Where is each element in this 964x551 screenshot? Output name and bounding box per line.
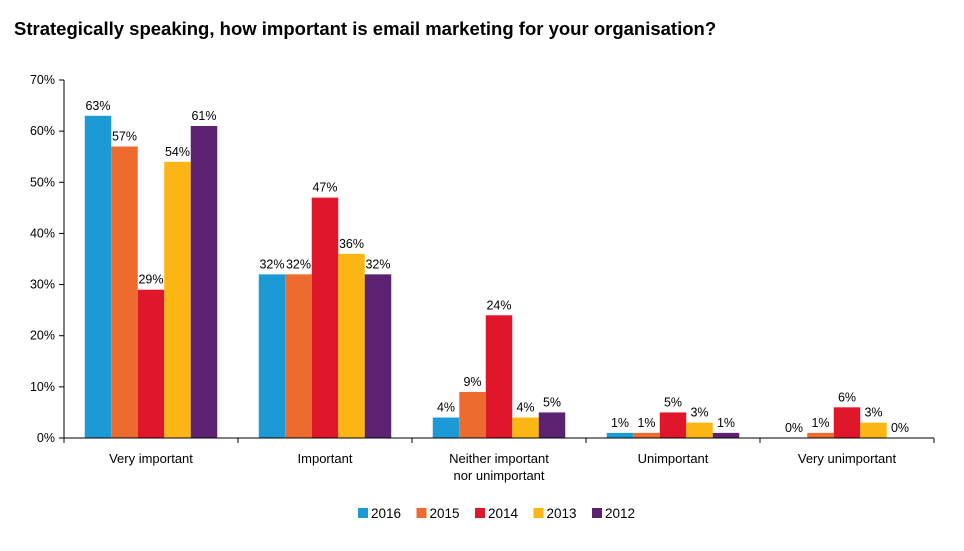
bar-value-label: 61% [191, 109, 216, 123]
bar-2015 [807, 432, 834, 438]
bar-value-label: 1% [811, 416, 829, 430]
y-tick-label: 10% [30, 380, 55, 394]
y-axis: 0% 10% 20% 30% 40% 50% 60% 70% [30, 73, 65, 445]
bar-2012 [190, 126, 218, 439]
bar-value-label: 63% [85, 99, 110, 113]
bar-value-label: 24% [486, 298, 511, 312]
bar-2012 [712, 432, 740, 438]
bar-value-label: 1% [637, 416, 655, 430]
category-label: nor unimportant [453, 468, 544, 483]
y-tick-label: 0% [37, 431, 55, 445]
y-tick-label: 50% [30, 175, 55, 189]
bar-value-label: 47% [312, 181, 337, 195]
bar-value-label: 29% [138, 273, 163, 287]
bars [84, 115, 887, 439]
category-label: Neither important [449, 451, 549, 466]
chart-title: Strategically speaking, how important is… [14, 18, 717, 39]
bar-2013 [338, 253, 365, 438]
bar-2013 [164, 161, 191, 439]
y-tick-label: 40% [30, 226, 55, 240]
bar-2015 [285, 274, 312, 438]
y-tick-label: 20% [30, 329, 55, 343]
bar-value-label: 57% [112, 129, 137, 143]
bar-2014 [137, 289, 165, 438]
bar-value-label: 6% [838, 390, 856, 404]
bar-value-label: 32% [365, 257, 390, 271]
legend-swatch-2014 [475, 508, 485, 518]
legend-label: 2016 [371, 506, 401, 521]
bar-2013 [512, 417, 539, 438]
category-label: Unimportant [638, 451, 709, 466]
legend-swatch-2016 [358, 508, 368, 518]
legend-label: 2013 [547, 506, 577, 521]
bar-value-label: 3% [690, 406, 708, 420]
bar-value-label: 0% [785, 421, 803, 435]
category-label: Very important [109, 451, 193, 466]
bar-2014 [485, 315, 513, 438]
category-label: Important [298, 451, 353, 466]
y-tick-label: 30% [30, 278, 55, 292]
bar-2015 [459, 391, 486, 438]
bar-2013 [860, 422, 887, 438]
bar-2012 [538, 412, 566, 438]
bar-value-label: 36% [339, 237, 364, 251]
bar-value-label: 5% [664, 395, 682, 409]
bar-2014 [833, 407, 861, 438]
bar-2016 [84, 115, 112, 439]
bar-value-label: 4% [437, 401, 455, 415]
bar-2016 [606, 432, 634, 438]
bar-value-label: 1% [717, 416, 735, 430]
legend-label: 2015 [430, 506, 460, 521]
legend-label: 2012 [605, 506, 635, 521]
legend: 2016 2015 2014 2013 2012 [358, 506, 635, 521]
y-tick-label: 70% [30, 73, 55, 87]
bar-2014 [659, 412, 687, 438]
category-label: Very unimportant [798, 451, 897, 466]
bar-2015 [111, 146, 138, 438]
bar-value-label: 1% [611, 416, 629, 430]
bar-2014 [311, 197, 339, 438]
legend-swatch-2012 [592, 508, 602, 518]
bar-value-label: 9% [463, 375, 481, 389]
bar-2015 [633, 432, 660, 438]
bar-2012 [364, 274, 392, 438]
legend-swatch-2015 [416, 508, 427, 518]
legend-label: 2014 [488, 506, 519, 521]
bar-2016 [432, 417, 460, 438]
bar-value-label: 32% [259, 257, 284, 271]
bar-value-label: 54% [165, 145, 190, 159]
y-tick-label: 60% [30, 124, 55, 138]
legend-swatch-2013 [533, 508, 544, 518]
value-labels: 63%57%29%54%61%32% 32%47%36%32%4%9%24%4% 5… [85, 99, 909, 435]
bar-value-label: 32% [286, 257, 311, 271]
bar-2013 [686, 422, 713, 438]
bar-value-label: 5% [543, 395, 561, 409]
bar-value-label: 3% [864, 406, 882, 420]
bar-value-label: 4% [516, 401, 534, 415]
bar-value-label: 0% [891, 421, 909, 435]
x-axis: Very important Important Neither important… [63, 437, 935, 483]
bar-2016 [258, 274, 286, 438]
